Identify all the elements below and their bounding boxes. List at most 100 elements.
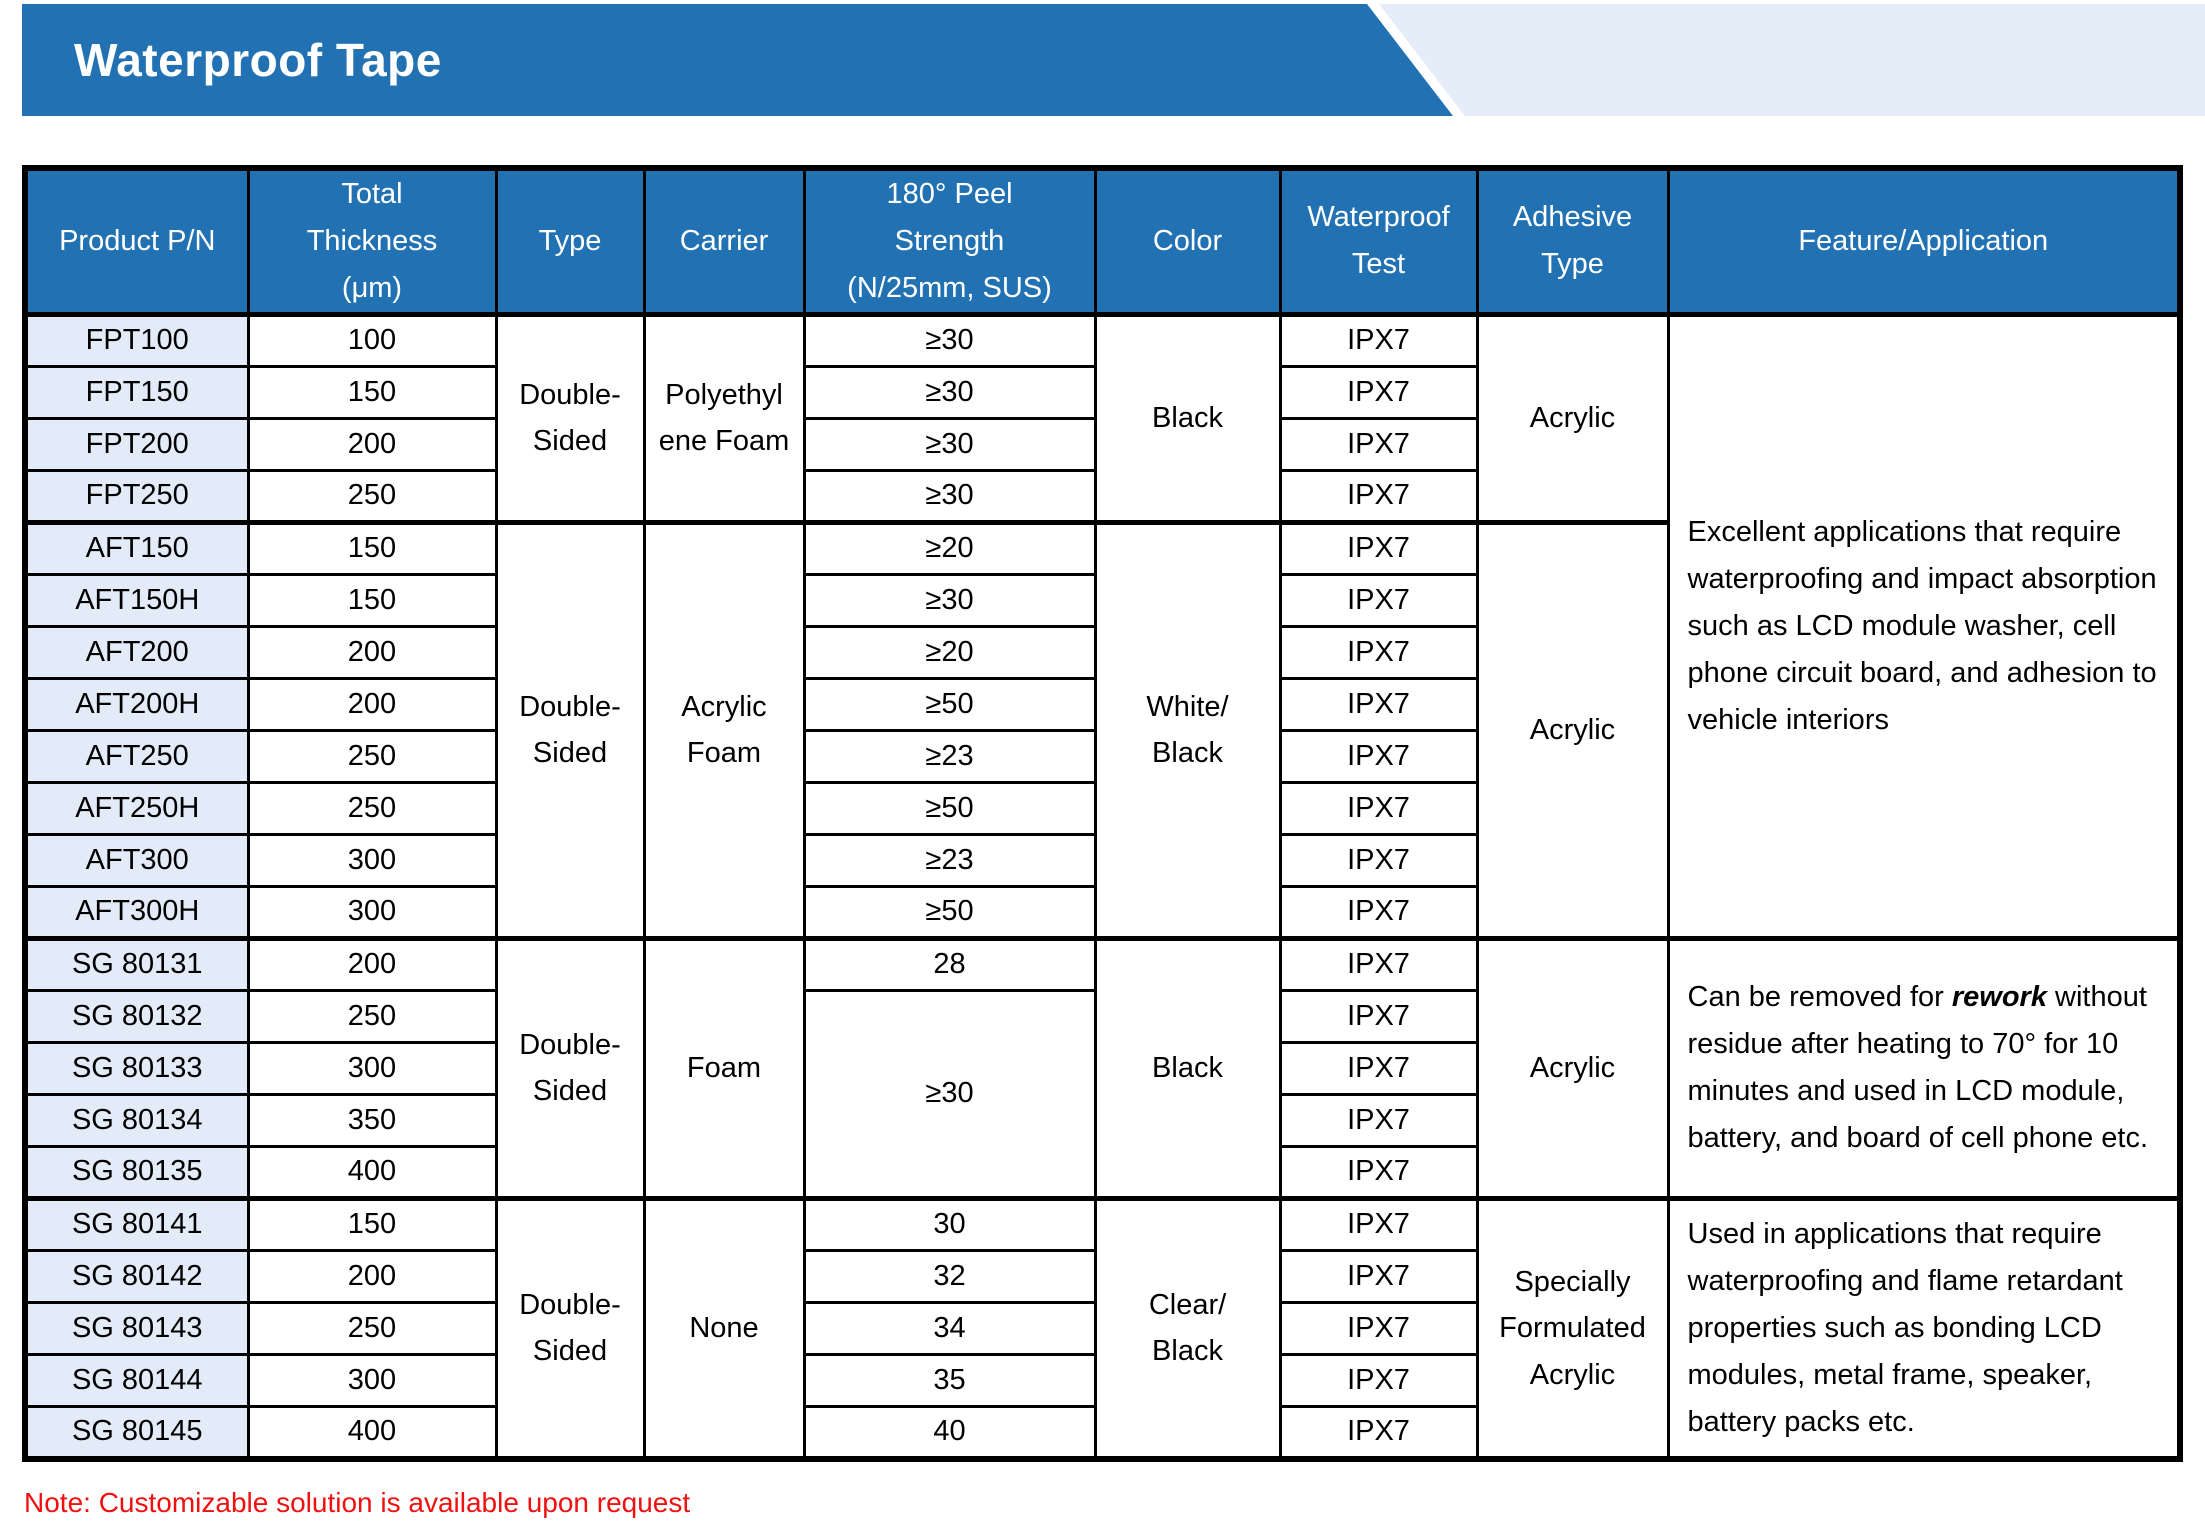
cell-peel: ≥20 [802,624,1097,680]
table-row: SG 80141 150 Double- Sided None 30 Clear… [23,1195,2182,1461]
cell-product-pn: FPT250 [23,468,250,524]
cell-color: White/ Black [1093,519,1282,940]
cell-adhesive: Specially Formulated Acrylic [1475,1195,1670,1461]
cell-type: Double- Sided [494,519,646,940]
cell-waterproof-test: IPX7 [1278,624,1479,680]
cell-peel: ≥30 [802,572,1097,628]
cell-carrier: Foam [642,935,806,1200]
table-row: SG 80145 400 40 IPX7 [23,1405,2180,1461]
cell-waterproof-test: IPX7 [1278,1092,1479,1148]
table-row: AFT200 200 ≥20 IPX7 [23,624,2180,680]
cell-thickness: 300 [246,1040,498,1096]
cell-product-pn: SG 80133 [23,1040,250,1096]
table-row: SG 80142 200 32 IPX7 [23,1248,2180,1305]
cell-product-pn: SG 80132 [23,988,250,1044]
banner-blue-shape [22,4,1453,116]
cell-product-pn: SG 80131 [23,935,250,992]
cell-waterproof-test: IPX7 [1278,572,1479,628]
cell-color: Black [1093,935,1282,1200]
cell-waterproof-test: IPX7 [1278,884,1479,940]
table-row: SG 80144 300 35 IPX7 [23,1353,2180,1409]
cell-thickness: 100 [246,311,498,368]
cell-thickness: 200 [246,676,498,732]
table-row: AFT150H 150 ≥30 IPX7 [23,572,2180,628]
cell-waterproof-test: IPX7 [1278,468,1479,524]
cell-peel: ≥30 [802,416,1097,472]
cell-peel: 40 [802,1405,1097,1461]
cell-thickness: 150 [246,1195,498,1252]
cell-product-pn: SG 80145 [23,1405,250,1461]
table-row: AFT150 150 Double- Sided Acrylic Foam ≥2… [23,519,2180,940]
cell-waterproof-test: IPX7 [1278,832,1479,888]
cell-peel: ≥23 [802,728,1097,784]
cell-product-pn: SG 80135 [23,1144,250,1200]
table-row: AFT250H 250 ≥50 IPX7 [23,780,2180,836]
cell-waterproof-test: IPX7 [1278,728,1479,784]
banner-accent-shape [1379,4,2205,116]
col-header-adhesive-type: Adhesive Type [1475,166,1670,317]
cell-waterproof-test: IPX7 [1278,1144,1479,1200]
cell-waterproof-test: IPX7 [1278,780,1479,836]
cell-peel: ≥50 [802,676,1097,732]
cell-waterproof-test: IPX7 [1278,1195,1479,1252]
cell-thickness: 150 [246,572,498,628]
cell-peel: ≥50 [802,884,1097,940]
cell-product-pn: SG 80141 [23,1195,250,1252]
table-row: SG 80135 400 IPX7 [23,1144,2180,1200]
cell-thickness: 150 [246,519,498,576]
cell-product-pn: AFT200 [23,624,250,680]
cell-waterproof-test: IPX7 [1278,364,1479,420]
cell-carrier: None [642,1195,806,1461]
cell-thickness: 200 [246,935,498,992]
cell-peel: ≥50 [802,780,1097,836]
col-header-product-pn: Product P/N [23,166,250,317]
cell-thickness: 300 [246,884,498,940]
cell-adhesive: Acrylic [1475,311,1670,524]
cell-thickness: 300 [246,1353,498,1409]
cell-product-pn: AFT250 [23,728,250,784]
cell-product-pn: AFT150 [23,519,250,576]
cell-waterproof-test: IPX7 [1278,935,1479,992]
cell-peel: ≥30 [802,364,1097,420]
cell-feature: Used in applications that require waterp… [1666,1195,2182,1461]
cell-peel: ≥30 [802,311,1097,368]
cell-product-pn: FPT100 [23,311,250,368]
cell-thickness: 400 [246,1144,498,1200]
title-banner: Waterproof Tape [22,4,2205,116]
cell-product-pn: FPT200 [23,416,250,472]
cell-product-pn: AFT250H [23,780,250,836]
cell-thickness: 200 [246,624,498,680]
cell-product-pn: FPT150 [23,364,250,420]
cell-peel: 30 [802,1195,1097,1252]
cell-peel: 34 [802,1301,1097,1357]
cell-peel: ≥23 [802,832,1097,888]
cell-thickness: 250 [246,1301,498,1357]
col-header-feature: Feature/Application [1666,166,2182,317]
table-row: AFT300H 300 ≥50 IPX7 [23,884,2180,940]
cell-product-pn: SG 80143 [23,1301,250,1357]
cell-thickness: 250 [246,780,498,836]
cell-product-pn: AFT200H [23,676,250,732]
col-header-thickness: Total Thickness (μm) [246,166,498,317]
table-row: FPT150 150 ≥30 IPX7 [23,364,2180,420]
page-title: Waterproof Tape [74,34,442,86]
header-row: Product P/N Total Thickness (μm) Type Ca… [23,166,2182,317]
cell-waterproof-test: IPX7 [1278,311,1479,368]
table-row: FPT100 100 Double- Sided Polyethyl ene F… [23,311,2182,940]
cell-waterproof-test: IPX7 [1278,416,1479,472]
cell-waterproof-test: IPX7 [1278,1405,1479,1461]
cell-waterproof-test: IPX7 [1278,1301,1479,1357]
cell-thickness: 350 [246,1092,498,1148]
table-row: AFT200H 200 ≥50 IPX7 [23,676,2180,732]
cell-adhesive: Acrylic [1475,519,1670,940]
cell-peel: 32 [802,1248,1097,1305]
cell-product-pn: SG 80134 [23,1092,250,1148]
table-row: AFT250 250 ≥23 IPX7 [23,728,2180,784]
cell-thickness: 300 [246,832,498,888]
cell-feature: Can be removed for rework without residu… [1666,935,2182,1200]
table-row: SG 80143 250 34 IPX7 [23,1301,2180,1357]
cell-thickness: 250 [246,728,498,784]
table-row: FPT250 250 ≥30 IPX7 [23,468,2180,524]
cell-type: Double- Sided [494,1195,646,1461]
cell-product-pn: AFT300 [23,832,250,888]
